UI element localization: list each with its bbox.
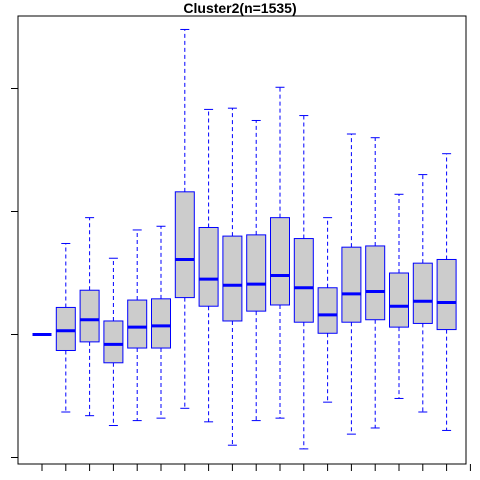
y-axis [11,88,18,458]
box-body [127,299,148,349]
box-17 [412,174,433,413]
box-16 [389,193,409,399]
x-axis [41,464,471,471]
box-body [198,226,219,307]
box-body [389,272,409,328]
box-2 [55,242,76,413]
box-body [317,287,338,334]
box-7 [174,28,195,409]
box-15 [365,137,386,429]
box-body [151,298,171,349]
box-body [341,246,362,323]
box-body [365,245,386,321]
box-6 [151,225,171,419]
box-body [55,306,76,351]
box-3 [79,217,100,417]
box-body [270,217,290,306]
box-body [222,235,243,322]
box-11 [270,86,290,419]
box-13 [317,217,338,403]
box-12 [293,115,314,450]
box-body [412,262,433,324]
box-body [79,289,100,343]
box-9 [222,107,243,446]
box-body [174,191,195,299]
box-body [436,258,457,331]
chart-title: Cluster2(n=1535) [183,0,296,16]
box-8 [198,108,219,423]
box-10 [246,119,267,422]
box-5 [127,229,148,422]
box-body [293,238,314,323]
plot-frame [17,15,467,465]
box-body [246,234,267,312]
box-14 [341,133,362,435]
box-body [103,320,124,364]
box-4 [103,257,124,427]
box-18 [436,153,457,431]
box-series [32,28,457,450]
